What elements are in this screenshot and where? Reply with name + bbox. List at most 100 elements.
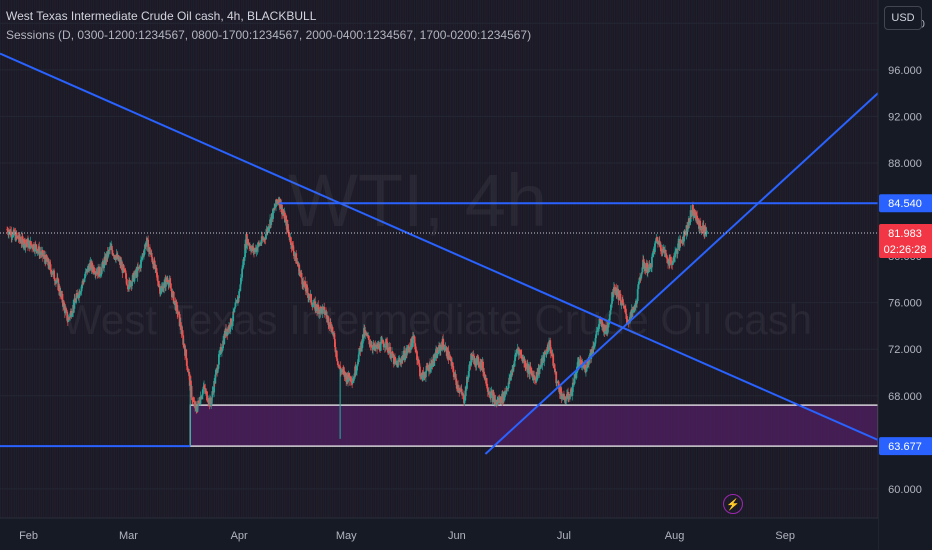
session-band [23,0,24,518]
session-band [68,0,69,518]
session-band [82,0,83,518]
candle-body [30,241,32,245]
candle-body [35,245,37,250]
session-band [64,0,65,518]
session-band [6,0,7,518]
session-band [13,0,14,518]
time-tick-label: Apr [231,530,248,542]
candle-body [66,310,68,312]
session-band [111,0,112,518]
session-band [18,0,19,518]
session-band [93,0,94,518]
session-band [145,0,146,518]
time-tick-label: Jul [557,530,571,542]
session-band [128,0,129,518]
session-band [29,0,30,518]
session-band [168,0,169,518]
session-band [73,0,74,518]
session-band [159,0,160,518]
session-band [148,0,149,518]
currency-selector[interactable]: USD [884,6,922,30]
time-tick-label: Jun [448,530,466,542]
session-band [14,0,15,518]
session-band [100,0,101,518]
candle-body [336,359,338,362]
candle-body [109,247,111,250]
candle-body [185,350,187,359]
candle-body [468,365,470,372]
price-tick-label: 76.000 [888,298,922,310]
session-band [2,0,3,518]
session-band [136,0,137,518]
line-price-label: 84.540 [888,198,922,210]
session-band [161,0,162,518]
candle-body [455,379,457,385]
session-band [50,0,51,518]
session-band [11,0,12,518]
session-band [88,0,89,518]
candle-body [706,231,708,234]
session-band [84,0,85,518]
session-band [77,0,78,518]
session-band [70,0,71,518]
session-band [79,0,80,518]
session-band [113,0,114,518]
session-band [157,0,158,518]
session-band [123,0,124,518]
candle-body [155,265,157,268]
candle-body [687,229,689,232]
session-band [59,0,60,518]
session-band [39,0,40,518]
price-axis-bg [878,0,932,550]
price-tick-label: 88.000 [888,158,922,170]
session-band [177,0,178,518]
session-band [61,0,62,518]
time-tick-label: Feb [19,530,38,542]
session-band [150,0,151,518]
lightning-bolt-icon[interactable]: ⚡ [723,494,743,514]
demand-zone [190,405,878,446]
sessions-indicator-legend[interactable]: Sessions (D, 0300-1200:1234567, 0800-170… [6,28,531,42]
session-band [138,0,139,518]
candle-body [337,361,339,365]
session-band [164,0,165,518]
session-band [146,0,147,518]
session-band [171,0,172,518]
time-tick-label: Sep [775,530,795,542]
session-band [86,0,87,518]
price-tick-label: 96.000 [888,65,922,77]
session-band [71,0,72,518]
session-band [175,0,176,518]
session-band [36,0,37,518]
candle-body [368,336,370,340]
time-axis: Feb Mar Apr May Jun Jul Aug Sep [0,518,878,550]
session-band [170,0,171,518]
session-band [163,0,164,518]
session-band [0,0,1,518]
candle-body [665,253,667,257]
price-axis: 100.00096.00092.00088.00076.00072.00068.… [878,0,932,550]
session-band [41,0,42,518]
last-price-label: 81.983 [888,228,922,240]
price-tick-label: 68.000 [888,391,922,403]
session-band [31,0,32,518]
candle-body [170,288,172,291]
candle-body [573,384,575,385]
session-band [32,0,33,518]
candle-body [365,332,367,333]
symbol-title[interactable]: West Texas Intermediate Crude Oil cash, … [6,9,316,23]
session-band [184,0,185,518]
session-band [7,0,8,518]
session-band [38,0,39,518]
session-band [125,0,126,518]
session-band [96,0,97,518]
time-tick-label: Mar [119,530,138,542]
session-band [188,0,189,518]
session-band [186,0,187,518]
session-band [98,0,99,518]
session-band [21,0,22,518]
session-band [166,0,167,518]
candle-body [178,312,180,314]
